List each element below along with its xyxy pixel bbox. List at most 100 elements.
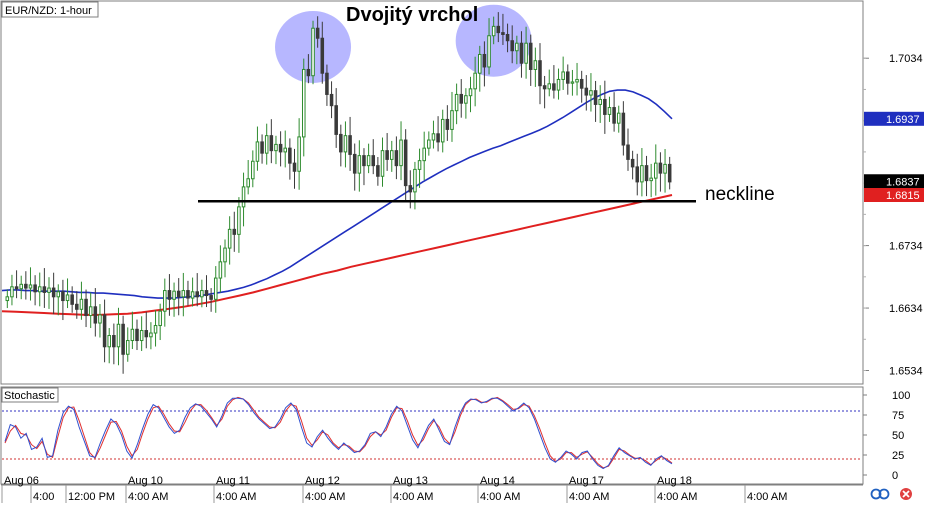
- candle: [505, 23, 510, 53]
- candle-body: [88, 306, 93, 317]
- candle: [135, 319, 139, 351]
- candle: [47, 277, 51, 309]
- candle: [264, 123, 269, 165]
- candle: [306, 54, 311, 84]
- candle: [301, 58, 306, 157]
- candle-body: [626, 144, 630, 160]
- stochastic-tick-label: 0: [892, 470, 898, 482]
- candle-body: [135, 328, 139, 342]
- candle: [149, 322, 153, 350]
- candle-body: [186, 290, 190, 299]
- candle: [436, 116, 440, 152]
- close-chart-icon[interactable]: [900, 488, 912, 500]
- candle-body: [436, 133, 440, 143]
- candle: [616, 105, 621, 133]
- candle: [570, 69, 575, 96]
- candle-body: [450, 110, 454, 130]
- candle-body: [607, 107, 612, 115]
- time-tick-label: 4:00 AM: [216, 491, 256, 503]
- candle: [603, 80, 607, 134]
- candle-body: [496, 25, 501, 34]
- candle-body: [552, 83, 556, 91]
- candle: [468, 76, 473, 113]
- candle: [478, 45, 482, 92]
- candle-body: [260, 141, 264, 154]
- candle-body: [167, 290, 172, 300]
- candle-body: [288, 147, 292, 164]
- candle: [186, 280, 190, 306]
- candle: [297, 118, 301, 190]
- candle-body: [357, 155, 362, 174]
- candle: [5, 289, 10, 309]
- candle: [579, 70, 584, 103]
- candle-body: [519, 42, 524, 64]
- symbol-label-box: [1, 1, 99, 18]
- candle-body: [241, 186, 246, 208]
- candle: [28, 267, 33, 301]
- candle-body: [42, 286, 47, 293]
- candle: [445, 105, 450, 141]
- candle-body: [589, 90, 593, 96]
- candle-body: [79, 298, 84, 310]
- candle: [538, 43, 542, 105]
- candle-body: [139, 330, 144, 342]
- candle: [195, 273, 199, 307]
- candle: [487, 18, 491, 75]
- candle-body: [98, 314, 102, 324]
- candle-body: [116, 323, 121, 348]
- candle: [501, 13, 505, 45]
- candle: [283, 130, 288, 168]
- candle-body: [616, 112, 621, 124]
- candle-body: [163, 290, 167, 312]
- candle-body: [473, 72, 477, 90]
- price-tag-label: 1.6837: [886, 176, 920, 188]
- candle-body: [278, 143, 283, 153]
- symbol-label: EUR/NZD: 1-hour: [5, 5, 92, 17]
- candle-body: [635, 166, 640, 183]
- price-tick-label: 1.6634: [889, 303, 923, 315]
- candle: [334, 88, 338, 148]
- candle: [371, 139, 376, 175]
- indicator-label-box: [1, 387, 59, 403]
- candle-body: [440, 118, 445, 143]
- candle: [556, 68, 561, 100]
- candle-body: [218, 261, 223, 279]
- candle-body: [172, 290, 176, 300]
- candle: [320, 21, 325, 84]
- time-tick-label: 4:00 AM: [480, 491, 520, 503]
- candle-body: [533, 60, 538, 70]
- candle-body: [575, 78, 579, 83]
- candle-body: [301, 68, 306, 138]
- link-chart-icon[interactable]: [870, 488, 890, 500]
- candle: [464, 88, 468, 119]
- candle-body: [501, 32, 505, 35]
- time-tick-label: 4:00 AM: [657, 491, 697, 503]
- candle: [667, 156, 672, 190]
- price-tick-label: 1.6534: [889, 366, 923, 378]
- candle: [218, 245, 223, 293]
- candle-body: [487, 35, 491, 68]
- candle: [491, 16, 496, 45]
- time-tick-label: 4:00 AM: [393, 491, 433, 503]
- time-tick-label: Aug 06: [4, 475, 39, 487]
- time-tick-label: 4:00: [33, 491, 54, 503]
- candle-body: [24, 283, 28, 289]
- candle-body: [14, 286, 19, 290]
- time-axis: Aug 06 4:00 12:00 PM 4:00 AM Aug 10 4:00 AM Au…: [1, 475, 787, 503]
- candle: [288, 138, 292, 180]
- candle: [440, 109, 445, 153]
- candle-body: [33, 284, 37, 293]
- candle-body: [427, 139, 431, 149]
- candle: [42, 268, 47, 308]
- candle: [399, 121, 403, 181]
- candle: [274, 135, 278, 165]
- candle-body: [329, 93, 334, 107]
- candle-body: [251, 160, 255, 180]
- candle-body: [352, 153, 357, 174]
- stochastic-d-line: [4, 396, 673, 469]
- candle: [362, 148, 366, 186]
- candle: [98, 304, 102, 338]
- candle: [654, 144, 658, 196]
- neckline-label: neckline: [705, 184, 775, 205]
